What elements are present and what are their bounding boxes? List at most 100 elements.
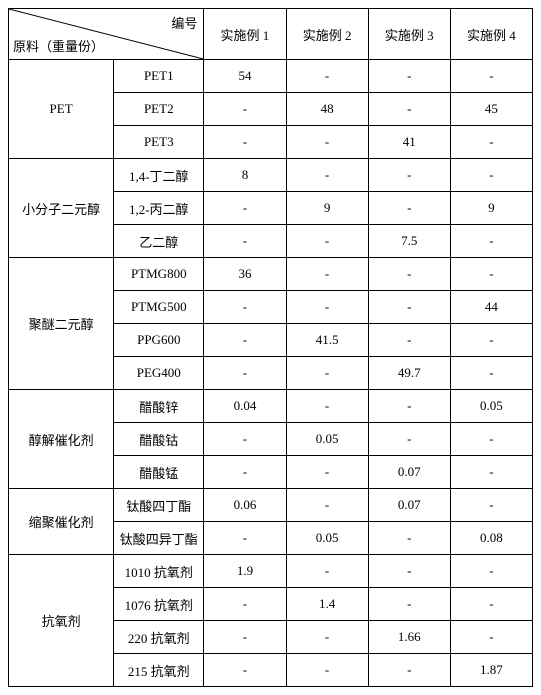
value-cell: 54 (204, 60, 286, 93)
value-cell: - (204, 225, 286, 258)
value-cell: - (450, 588, 532, 621)
value-cell: - (368, 390, 450, 423)
value-cell: 41 (368, 126, 450, 159)
value-cell: 36 (204, 258, 286, 291)
value-cell: - (368, 588, 450, 621)
value-cell: 7.5 (368, 225, 450, 258)
value-cell: - (368, 522, 450, 555)
col-header: 实施例 1 (204, 9, 286, 60)
value-cell: - (204, 588, 286, 621)
value-cell: - (204, 456, 286, 489)
table-row: 小分子二元醇1,4-丁二醇8--- (9, 159, 533, 192)
value-cell: 8 (204, 159, 286, 192)
subcategory-cell: 1076 抗氧剂 (114, 588, 204, 621)
subcategory-cell: 醋酸锌 (114, 390, 204, 423)
value-cell: 1.66 (368, 621, 450, 654)
value-cell: 48 (286, 93, 368, 126)
table-row: 聚醚二元醇PTMG80036--- (9, 258, 533, 291)
value-cell: - (450, 555, 532, 588)
corner-header: 编号 原料（重量份） (9, 9, 204, 60)
value-cell: - (204, 357, 286, 390)
value-cell: - (204, 93, 286, 126)
value-cell: - (450, 324, 532, 357)
value-cell: 0.08 (450, 522, 532, 555)
value-cell: - (450, 357, 532, 390)
value-cell: 49.7 (368, 357, 450, 390)
value-cell: - (368, 555, 450, 588)
value-cell: 0.06 (204, 489, 286, 522)
value-cell: - (450, 159, 532, 192)
category-cell: 醇解催化剂 (9, 390, 114, 489)
subcategory-cell: 醋酸锰 (114, 456, 204, 489)
subcategory-cell: 钛酸四异丁酯 (114, 522, 204, 555)
value-cell: 1.9 (204, 555, 286, 588)
value-cell: - (204, 621, 286, 654)
subcategory-cell: 醋酸钴 (114, 423, 204, 456)
subcategory-cell: 1,4-丁二醇 (114, 159, 204, 192)
value-cell: 9 (286, 192, 368, 225)
value-cell: - (450, 621, 532, 654)
value-cell: - (450, 60, 532, 93)
value-cell: 0.07 (368, 489, 450, 522)
category-cell: 抗氧剂 (9, 555, 114, 687)
category-cell: 缩聚催化剂 (9, 489, 114, 555)
value-cell: 0.05 (286, 423, 368, 456)
value-cell: - (286, 225, 368, 258)
subcategory-cell: PTMG500 (114, 291, 204, 324)
value-cell: - (368, 258, 450, 291)
category-cell: 小分子二元醇 (9, 159, 114, 258)
value-cell: 1.87 (450, 654, 532, 687)
value-cell: - (450, 126, 532, 159)
subcategory-cell: PET3 (114, 126, 204, 159)
table-head: 编号 原料（重量份） 实施例 1 实施例 2 实施例 3 实施例 4 (9, 9, 533, 60)
value-cell: - (368, 291, 450, 324)
subcategory-cell: PET2 (114, 93, 204, 126)
subcategory-cell: 220 抗氧剂 (114, 621, 204, 654)
value-cell: - (286, 159, 368, 192)
value-cell: - (368, 324, 450, 357)
data-table: 编号 原料（重量份） 实施例 1 实施例 2 实施例 3 实施例 4 PETPE… (8, 8, 533, 687)
subcategory-cell: 乙二醇 (114, 225, 204, 258)
col-header: 实施例 4 (450, 9, 532, 60)
value-cell: - (204, 126, 286, 159)
corner-top-label: 编号 (171, 13, 197, 32)
value-cell: - (450, 258, 532, 291)
value-cell: - (450, 423, 532, 456)
value-cell: - (286, 126, 368, 159)
subcategory-cell: 1010 抗氧剂 (114, 555, 204, 588)
value-cell: 45 (450, 93, 532, 126)
category-cell: 聚醚二元醇 (9, 258, 114, 390)
value-cell: 44 (450, 291, 532, 324)
value-cell: - (286, 357, 368, 390)
value-cell: - (368, 93, 450, 126)
value-cell: - (286, 390, 368, 423)
value-cell: - (204, 423, 286, 456)
value-cell: 1.4 (286, 588, 368, 621)
value-cell: 0.04 (204, 390, 286, 423)
value-cell: - (204, 291, 286, 324)
value-cell: 41.5 (286, 324, 368, 357)
table-body: PETPET154---PET2-48-45PET3--41-小分子二元醇1,4… (9, 60, 533, 687)
value-cell: - (204, 192, 286, 225)
value-cell: - (368, 192, 450, 225)
value-cell: - (204, 522, 286, 555)
table-row: 醇解催化剂醋酸锌0.04--0.05 (9, 390, 533, 423)
table-row: 抗氧剂1010 抗氧剂1.9--- (9, 555, 533, 588)
col-header: 实施例 2 (286, 9, 368, 60)
value-cell: - (286, 291, 368, 324)
table-row: PETPET154--- (9, 60, 533, 93)
value-cell: - (286, 621, 368, 654)
value-cell: - (286, 654, 368, 687)
subcategory-cell: PTMG800 (114, 258, 204, 291)
corner-bottom-label: 原料（重量份） (13, 36, 104, 55)
subcategory-cell: PEG400 (114, 357, 204, 390)
value-cell: - (204, 324, 286, 357)
subcategory-cell: 1,2-丙二醇 (114, 192, 204, 225)
value-cell: - (286, 258, 368, 291)
value-cell: - (286, 60, 368, 93)
value-cell: - (368, 423, 450, 456)
subcategory-cell: 215 抗氧剂 (114, 654, 204, 687)
subcategory-cell: PPG600 (114, 324, 204, 357)
subcategory-cell: 钛酸四丁酯 (114, 489, 204, 522)
col-header: 实施例 3 (368, 9, 450, 60)
